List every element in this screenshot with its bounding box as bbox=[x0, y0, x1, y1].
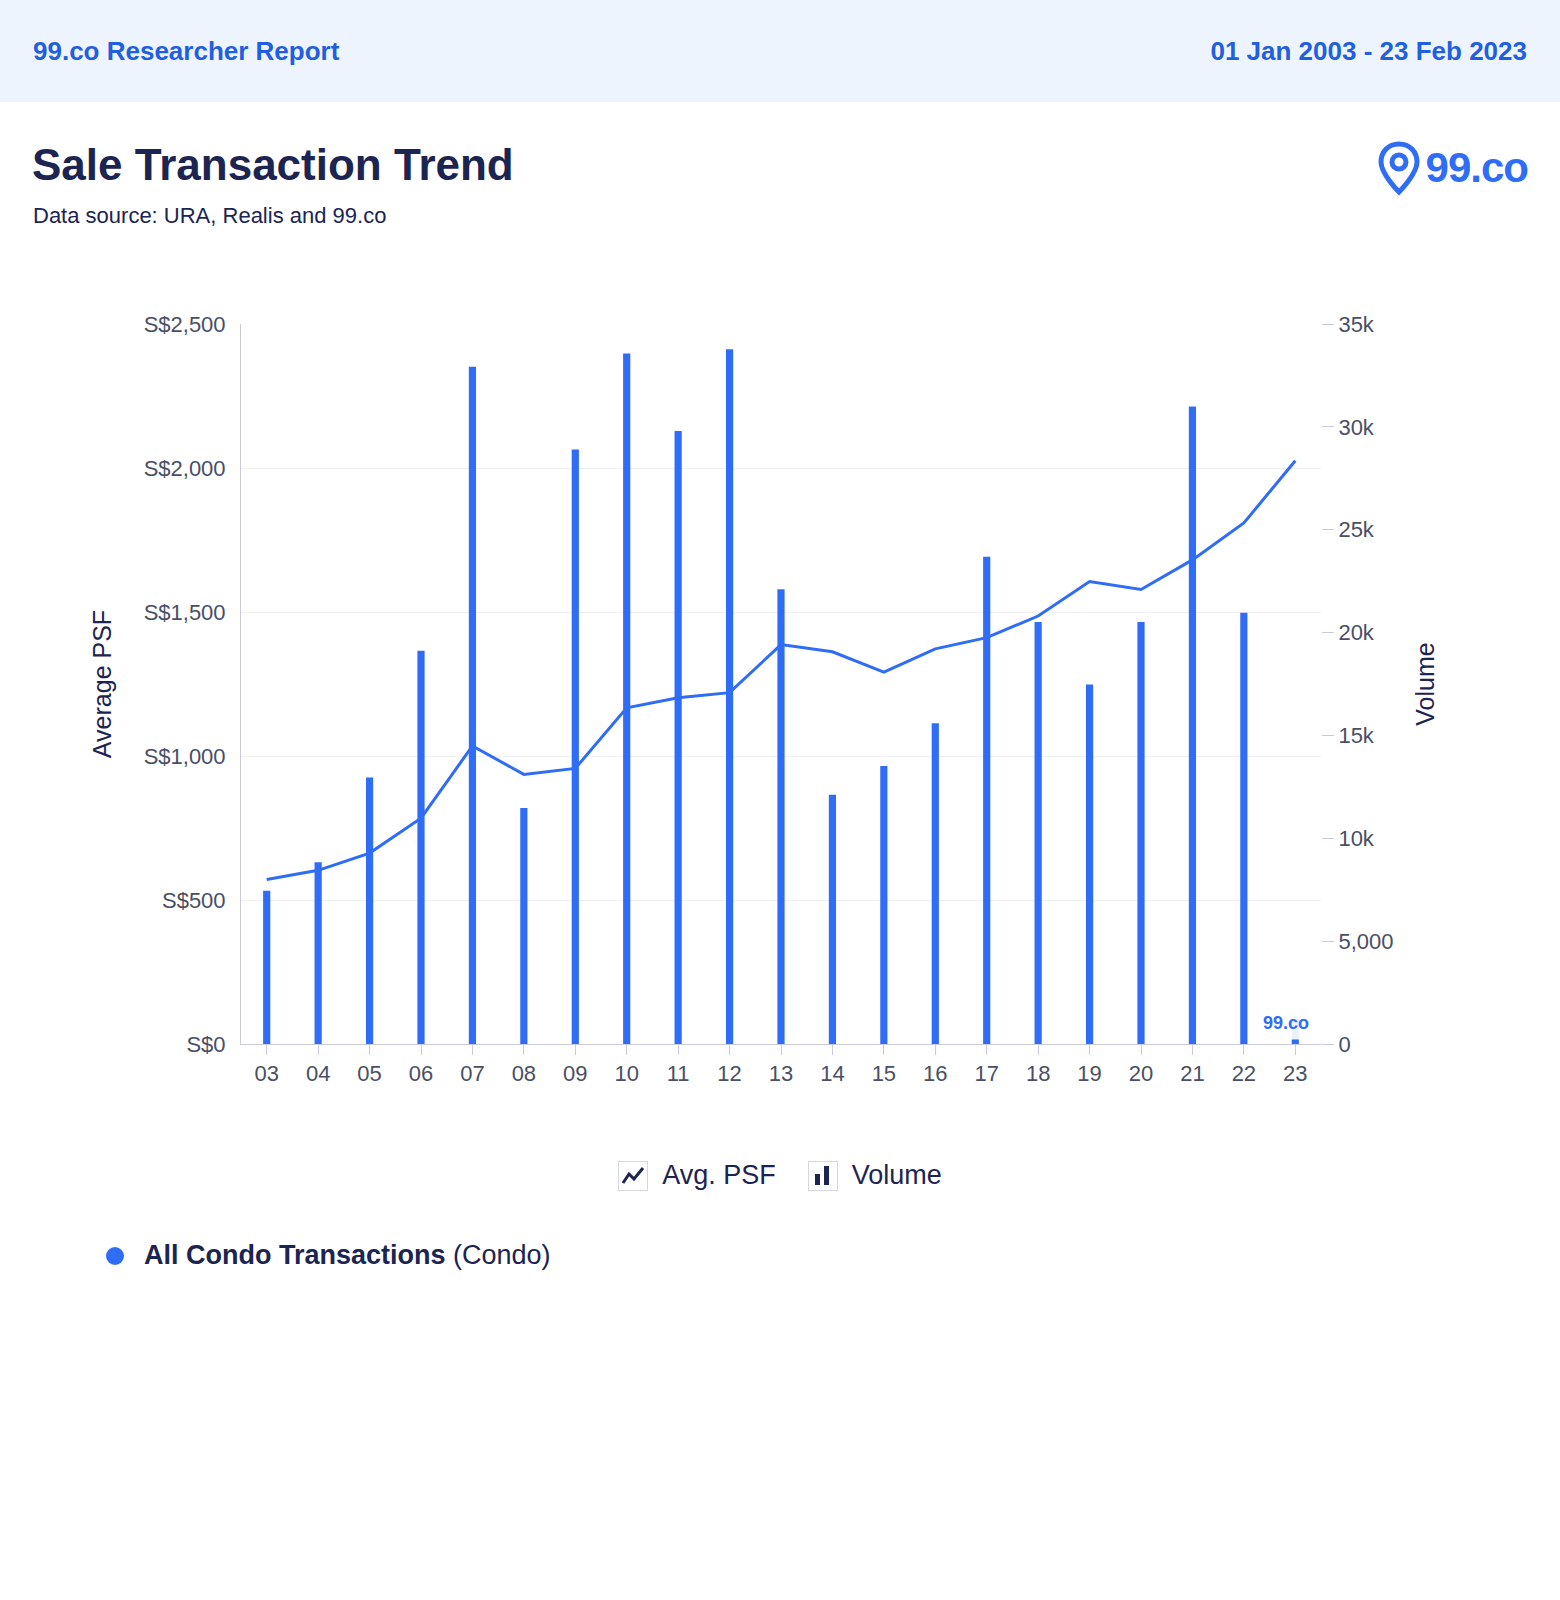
svg-text:S$0: S$0 bbox=[186, 1032, 225, 1057]
svg-text:S$2,000: S$2,000 bbox=[144, 456, 226, 481]
svg-text:11: 11 bbox=[667, 1061, 690, 1086]
svg-text:Average PSF: Average PSF bbox=[88, 610, 116, 758]
svg-text:23: 23 bbox=[1283, 1061, 1307, 1086]
svg-text:S$1,500: S$1,500 bbox=[144, 600, 226, 625]
svg-text:19: 19 bbox=[1077, 1061, 1101, 1086]
svg-text:10k: 10k bbox=[1338, 826, 1374, 851]
svg-text:15: 15 bbox=[872, 1061, 896, 1086]
svg-text:S$2,500: S$2,500 bbox=[144, 312, 226, 337]
svg-text:20k: 20k bbox=[1338, 620, 1374, 645]
svg-text:05: 05 bbox=[357, 1061, 381, 1086]
svg-text:25k: 25k bbox=[1338, 517, 1374, 542]
html-text:99.co: 99.co bbox=[1425, 144, 1528, 191]
svg-text:04: 04 bbox=[306, 1061, 330, 1086]
svg-text:0: 0 bbox=[1338, 1032, 1350, 1057]
svg-text:15k: 15k bbox=[1338, 723, 1374, 748]
html-text:Data source: URA, Realis and 9: Data source: URA, Realis and 99.co bbox=[33, 203, 387, 228]
svg-text:06: 06 bbox=[409, 1061, 433, 1086]
svg-text:10: 10 bbox=[614, 1061, 638, 1086]
svg-text:S$1,000: S$1,000 bbox=[144, 744, 226, 769]
svg-text:07: 07 bbox=[460, 1061, 484, 1086]
html-text:Avg. PSF: Avg. PSF bbox=[662, 1160, 776, 1190]
svg-text:21: 21 bbox=[1180, 1061, 1204, 1086]
html-text:All Condo Transactions (Condo): All Condo Transactions (Condo) bbox=[144, 1240, 551, 1270]
html-text:99.co Researcher Report: 99.co Researcher Report bbox=[33, 36, 340, 66]
svg-text:22: 22 bbox=[1232, 1061, 1256, 1086]
svg-text:16: 16 bbox=[923, 1061, 947, 1086]
svg-text:5,000: 5,000 bbox=[1338, 929, 1393, 954]
svg-text:18: 18 bbox=[1026, 1061, 1050, 1086]
svg-text:08: 08 bbox=[512, 1061, 536, 1086]
html-text:Volume: Volume bbox=[851, 1160, 942, 1190]
svg-text:99.co: 99.co bbox=[1263, 1013, 1309, 1033]
svg-text:03: 03 bbox=[254, 1061, 278, 1086]
svg-text:20: 20 bbox=[1129, 1061, 1153, 1086]
svg-text:14: 14 bbox=[820, 1061, 844, 1086]
svg-text:Volume: Volume bbox=[1411, 642, 1439, 725]
svg-text:35k: 35k bbox=[1338, 312, 1374, 337]
svg-text:30k: 30k bbox=[1338, 415, 1374, 440]
svg-text:13: 13 bbox=[769, 1061, 793, 1086]
html-text:Sale Transaction Trend: Sale Transaction Trend bbox=[32, 140, 514, 189]
svg-text:17: 17 bbox=[974, 1061, 998, 1086]
svg-text:S$500: S$500 bbox=[162, 888, 226, 913]
svg-text:12: 12 bbox=[717, 1061, 741, 1086]
html-text:01 Jan 2003 - 23 Feb 2023: 01 Jan 2003 - 23 Feb 2023 bbox=[1210, 36, 1527, 66]
svg-text:09: 09 bbox=[563, 1061, 587, 1086]
